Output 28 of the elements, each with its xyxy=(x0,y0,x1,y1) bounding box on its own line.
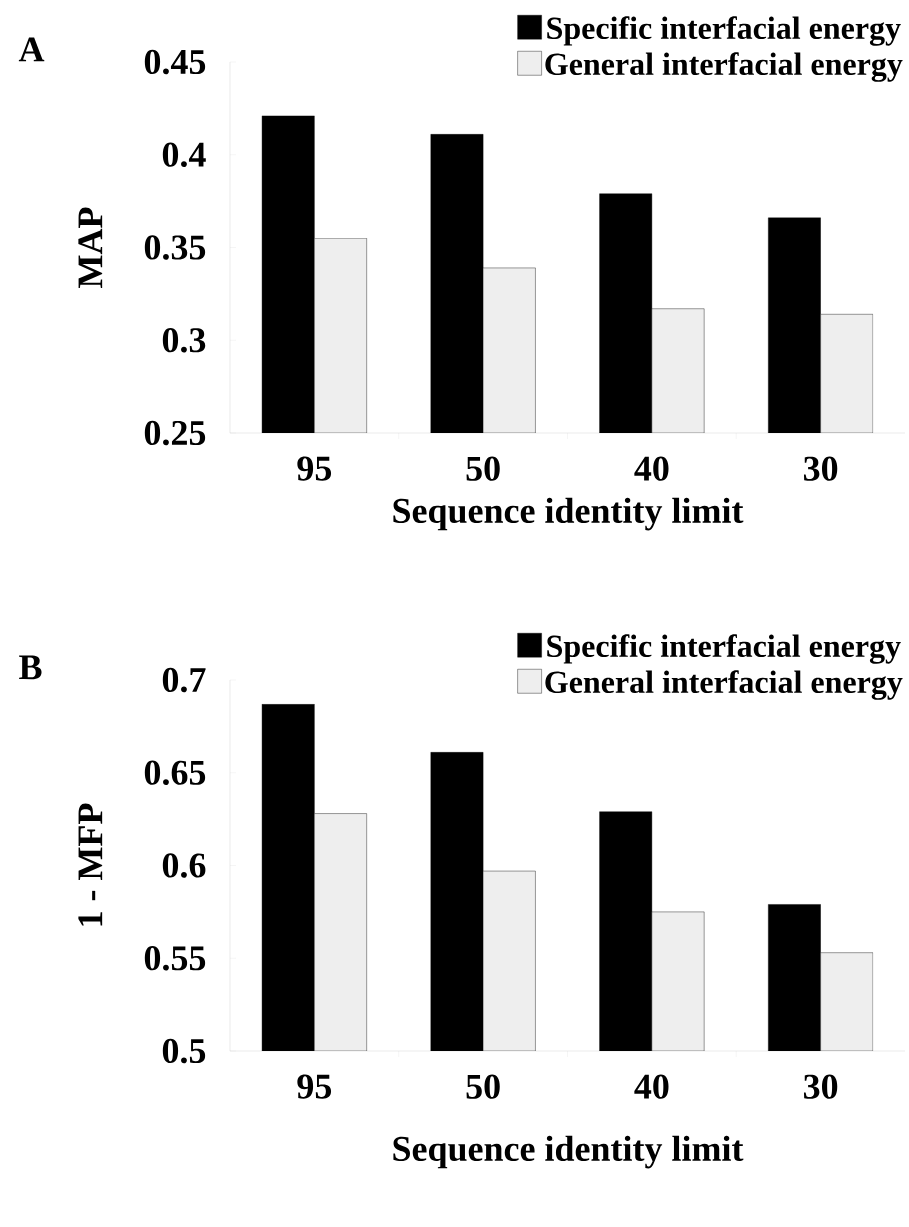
y-tick-label: 0.3 xyxy=(162,328,206,353)
y-tick-label: 0.4 xyxy=(162,142,206,167)
legend-label: General interfacial energy xyxy=(545,670,903,700)
x-tick-label: 50 xyxy=(466,1074,500,1099)
x-tick-label: 95 xyxy=(297,1074,332,1099)
y-axis-title: MAP xyxy=(78,207,103,288)
x-tick-label: 50 xyxy=(466,456,500,481)
x-tick-label: 40 xyxy=(634,1074,669,1099)
x-tick-label: 95 xyxy=(297,456,332,481)
legend-label: General interfacial energy xyxy=(545,52,903,82)
chart-title: A xyxy=(18,37,45,62)
y-tick-label: 0.7 xyxy=(162,667,206,693)
y-axis-title: 1 - MFP xyxy=(78,803,103,926)
y-tick-label: 0.55 xyxy=(144,946,206,971)
x-axis-title: Sequence identity limit xyxy=(393,1135,744,1169)
legend-label: Specific interfacial energy xyxy=(547,16,901,46)
x-tick-label: 30 xyxy=(803,1074,838,1099)
y-tick-label: 0.65 xyxy=(144,760,206,785)
x-tick-label: 30 xyxy=(803,456,838,481)
y-tick-label: 0.6 xyxy=(162,853,206,878)
legend-label: Specific interfacial energy xyxy=(547,634,901,664)
chart-title: B xyxy=(19,655,42,680)
y-tick-label: 0.25 xyxy=(144,420,206,446)
y-tick-label: 0.45 xyxy=(144,49,206,75)
y-tick-label: 0.35 xyxy=(144,235,206,260)
x-axis-title: Sequence identity limit xyxy=(393,497,744,531)
y-tick-label: 0.5 xyxy=(162,1038,206,1064)
x-tick-label: 40 xyxy=(634,456,669,481)
